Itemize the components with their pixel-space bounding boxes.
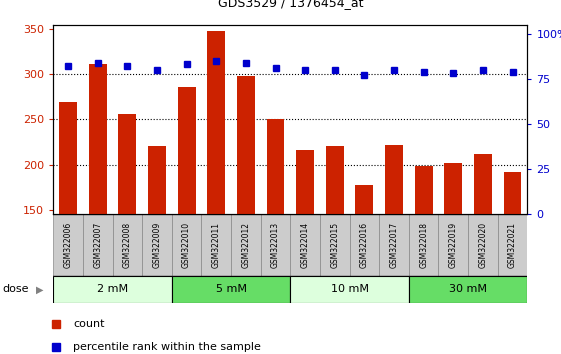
FancyBboxPatch shape xyxy=(172,214,201,276)
FancyBboxPatch shape xyxy=(53,276,172,303)
Text: 2 mM: 2 mM xyxy=(97,284,128,295)
Bar xyxy=(415,166,433,345)
Text: GSM322010: GSM322010 xyxy=(182,222,191,268)
Text: GSM322013: GSM322013 xyxy=(271,222,280,268)
Text: GSM322012: GSM322012 xyxy=(241,222,250,268)
FancyBboxPatch shape xyxy=(172,276,290,303)
Bar xyxy=(89,64,107,345)
Bar xyxy=(118,114,136,345)
Text: 30 mM: 30 mM xyxy=(449,284,487,295)
Text: GSM322009: GSM322009 xyxy=(153,222,162,268)
Text: GSM322011: GSM322011 xyxy=(211,222,220,268)
Bar xyxy=(474,154,492,345)
Text: GSM322021: GSM322021 xyxy=(508,222,517,268)
FancyBboxPatch shape xyxy=(468,214,498,276)
Text: GDS3529 / 1376454_at: GDS3529 / 1376454_at xyxy=(218,0,363,9)
Bar xyxy=(504,172,521,345)
Bar xyxy=(356,185,373,345)
FancyBboxPatch shape xyxy=(53,214,83,276)
FancyBboxPatch shape xyxy=(409,214,439,276)
Text: 5 mM: 5 mM xyxy=(215,284,247,295)
Text: GSM322008: GSM322008 xyxy=(123,222,132,268)
FancyBboxPatch shape xyxy=(439,214,468,276)
Text: dose: dose xyxy=(3,284,29,295)
FancyBboxPatch shape xyxy=(83,214,113,276)
Text: GSM322015: GSM322015 xyxy=(330,222,339,268)
FancyBboxPatch shape xyxy=(290,214,320,276)
FancyBboxPatch shape xyxy=(379,214,409,276)
Text: ▶: ▶ xyxy=(35,284,43,295)
Text: count: count xyxy=(73,319,105,330)
FancyBboxPatch shape xyxy=(320,214,350,276)
Bar xyxy=(59,102,77,345)
Text: 10 mM: 10 mM xyxy=(330,284,369,295)
FancyBboxPatch shape xyxy=(231,214,261,276)
Bar xyxy=(178,87,195,345)
FancyBboxPatch shape xyxy=(142,214,172,276)
FancyBboxPatch shape xyxy=(409,276,527,303)
FancyBboxPatch shape xyxy=(498,214,527,276)
Text: GSM322017: GSM322017 xyxy=(389,222,398,268)
Text: GSM322019: GSM322019 xyxy=(449,222,458,268)
Bar xyxy=(385,145,403,345)
Bar xyxy=(148,145,166,345)
Text: percentile rank within the sample: percentile rank within the sample xyxy=(73,342,261,353)
Text: GSM322018: GSM322018 xyxy=(419,222,428,268)
Bar xyxy=(237,76,255,345)
FancyBboxPatch shape xyxy=(201,214,231,276)
Text: GSM322020: GSM322020 xyxy=(479,222,488,268)
Bar xyxy=(266,119,284,345)
Bar xyxy=(296,150,314,345)
FancyBboxPatch shape xyxy=(113,214,142,276)
Text: GSM322007: GSM322007 xyxy=(93,222,102,268)
FancyBboxPatch shape xyxy=(290,276,409,303)
FancyBboxPatch shape xyxy=(350,214,379,276)
Text: GSM322014: GSM322014 xyxy=(301,222,310,268)
Text: GSM322006: GSM322006 xyxy=(63,222,72,268)
Text: GSM322016: GSM322016 xyxy=(360,222,369,268)
FancyBboxPatch shape xyxy=(261,214,290,276)
Bar xyxy=(208,31,225,345)
Bar xyxy=(326,145,344,345)
Bar xyxy=(444,163,462,345)
